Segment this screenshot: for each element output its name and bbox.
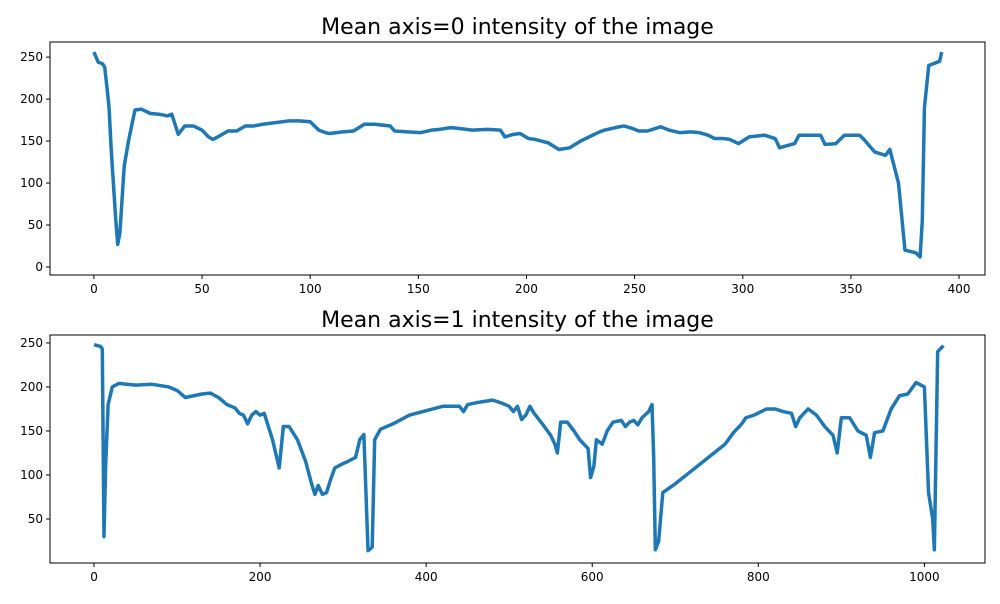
x-tick-label: 600 bbox=[581, 570, 604, 584]
y-tick-label: 250 bbox=[20, 336, 43, 350]
y-tick-label: 150 bbox=[20, 134, 43, 148]
x-tick-label: 0 bbox=[90, 570, 98, 584]
y-tick-label: 200 bbox=[20, 92, 43, 106]
data-line bbox=[92, 51, 944, 259]
x-tick-label: 0 bbox=[90, 282, 98, 296]
x-tick-label: 300 bbox=[731, 282, 754, 296]
x-tick-label: 250 bbox=[623, 282, 646, 296]
x-tick-label: 150 bbox=[407, 282, 430, 296]
y-tick-label: 100 bbox=[20, 176, 43, 190]
data-line bbox=[93, 342, 945, 553]
x-tick-label: 350 bbox=[839, 282, 862, 296]
x-tick-label: 1000 bbox=[909, 570, 940, 584]
y-tick-label: 100 bbox=[20, 468, 43, 482]
x-tick-label: 50 bbox=[194, 282, 209, 296]
x-tick-label: 200 bbox=[515, 282, 538, 296]
x-tick-label: 800 bbox=[747, 570, 770, 584]
y-tick-label: 200 bbox=[20, 380, 43, 394]
x-tick-label: 400 bbox=[948, 282, 971, 296]
chart-title: Mean axis=0 intensity of the image bbox=[321, 15, 714, 40]
y-tick-label: 250 bbox=[20, 50, 43, 64]
y-tick-label: 50 bbox=[28, 512, 43, 526]
y-tick-label: 150 bbox=[20, 424, 43, 438]
axes-frame bbox=[49, 334, 986, 564]
y-tick-label: 50 bbox=[28, 218, 43, 232]
x-tick-label: 400 bbox=[415, 570, 438, 584]
y-tick-label: 0 bbox=[35, 260, 43, 274]
axes-frame bbox=[49, 41, 986, 276]
x-tick-label: 200 bbox=[249, 570, 272, 584]
chart-title: Mean axis=1 intensity of the image bbox=[321, 308, 714, 333]
x-tick-label: 100 bbox=[299, 282, 322, 296]
